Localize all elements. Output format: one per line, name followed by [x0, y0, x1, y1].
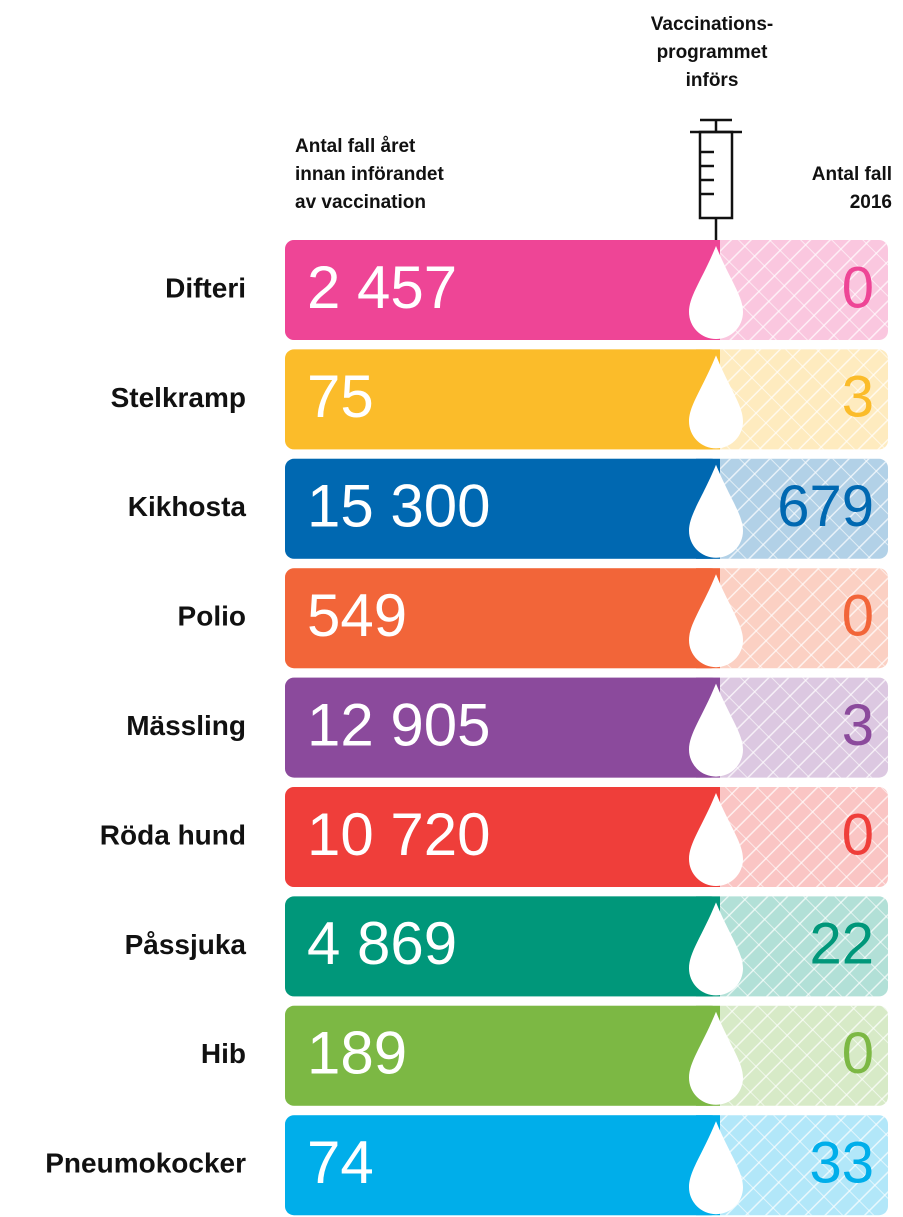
disease-name: Polio — [178, 601, 246, 632]
after-label: Antal fall — [812, 164, 892, 185]
before-value: 10 720 — [307, 801, 491, 868]
disease-name: Hib — [201, 1038, 246, 1069]
drop — [689, 683, 743, 777]
before-value: 12 905 — [307, 691, 491, 758]
before-value: 75 — [307, 363, 374, 430]
after-label: 2016 — [850, 192, 892, 213]
drop — [689, 355, 743, 449]
disease-name: Mässling — [126, 710, 246, 741]
hatch — [716, 458, 888, 559]
disease-name: Difteri — [165, 272, 246, 303]
before-bg — [285, 896, 720, 997]
hatch — [716, 240, 888, 340]
before-bg — [285, 240, 720, 340]
before-bg — [285, 458, 720, 559]
row: Påssjuka 4 869 22 — [125, 896, 888, 997]
after-value: 0 — [842, 584, 874, 649]
program-label: Vaccinations- — [651, 14, 774, 35]
before-bg — [285, 1005, 720, 1106]
row: Stelkramp 75 3 — [111, 349, 888, 450]
hatch — [716, 677, 888, 778]
row: Difteri 2 457 0 — [165, 240, 888, 340]
program-label: programmet — [657, 42, 769, 63]
syringe-icon — [690, 118, 742, 242]
drop — [689, 902, 743, 996]
hatch — [716, 787, 888, 887]
before-bg — [285, 1115, 720, 1216]
row: Hib 189 0 — [201, 1005, 888, 1106]
row: Pneumokocker 74 33 — [45, 1115, 888, 1216]
drop — [689, 1121, 743, 1215]
drop — [689, 464, 743, 558]
after-value: 3 — [842, 365, 874, 430]
after-value: 0 — [842, 802, 874, 867]
hatch — [716, 349, 888, 450]
disease-name: Påssjuka — [125, 929, 247, 960]
disease-name: Pneumokocker — [45, 1148, 246, 1179]
after-value: 3 — [842, 693, 874, 758]
row: Mässling 12 905 3 — [126, 677, 888, 778]
before-value: 2 457 — [307, 254, 457, 321]
before-bg — [285, 787, 720, 887]
drop — [689, 793, 743, 886]
program-label: införs — [686, 70, 739, 91]
before-value: 189 — [307, 1020, 407, 1087]
before-bg — [285, 677, 720, 778]
before-label: av vaccination — [295, 192, 426, 213]
hatch — [716, 1005, 888, 1106]
row: Röda hund 10 720 0 — [100, 787, 888, 887]
before-label: Antal fall året — [295, 136, 416, 157]
before-bg — [285, 349, 720, 450]
before-value: 549 — [307, 582, 407, 649]
hatch — [716, 896, 888, 997]
hatch — [716, 1115, 888, 1216]
after-value: 0 — [842, 255, 874, 320]
before-label: innan införandet — [295, 164, 445, 185]
after-value: 679 — [777, 474, 874, 539]
before-bg — [285, 568, 720, 669]
after-value: 0 — [842, 1021, 874, 1086]
disease-name: Kikhosta — [128, 491, 247, 522]
before-value: 4 869 — [307, 910, 457, 977]
disease-name: Stelkramp — [111, 382, 246, 413]
row: Polio 549 0 — [178, 568, 888, 669]
before-value: 15 300 — [307, 473, 491, 540]
after-value: 22 — [809, 912, 874, 977]
drop — [689, 1011, 743, 1105]
drop — [689, 574, 743, 668]
disease-name: Röda hund — [100, 819, 246, 850]
row: Kikhosta 15 300 679 — [128, 458, 888, 559]
drop — [689, 246, 743, 339]
before-value: 74 — [307, 1129, 374, 1196]
hatch — [716, 568, 888, 669]
after-value: 33 — [809, 1131, 874, 1196]
